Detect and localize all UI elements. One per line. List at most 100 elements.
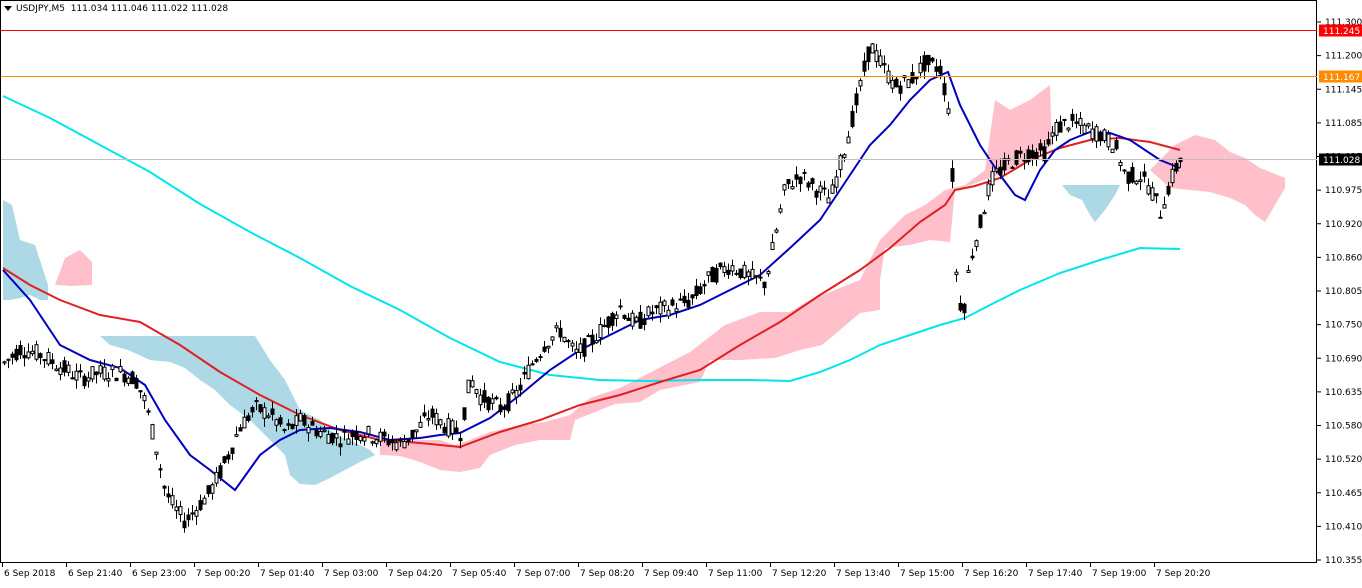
candle-body: [406, 438, 411, 442]
candle-body: [670, 299, 675, 306]
candle-body: [890, 79, 895, 89]
time-tick-label: 7 Sep 05:40: [452, 569, 507, 579]
candle-body: [1166, 185, 1171, 195]
candle-body: [1050, 132, 1055, 137]
candle-body: [1142, 171, 1147, 177]
candle-body: [570, 342, 575, 347]
candle-body: [478, 394, 483, 406]
cloud-bull-segment-1: [55, 250, 92, 286]
candle-body: [1114, 140, 1119, 150]
candle-body: [854, 93, 859, 106]
candle-body: [418, 421, 423, 428]
cloud-bear-segment-3: [1062, 185, 1120, 222]
candle-body: [1130, 167, 1135, 183]
candle-body: [318, 431, 323, 438]
candle-body: [738, 268, 743, 279]
candle-body: [86, 377, 91, 382]
candle-body: [734, 272, 739, 275]
candle-body: [166, 493, 171, 498]
candle-body: [1082, 124, 1087, 134]
candle-body: [494, 396, 499, 400]
candle-body: [258, 404, 263, 413]
candle-body: [994, 168, 999, 172]
candle-body: [490, 398, 495, 404]
candle-body: [906, 79, 911, 89]
candle-body: [946, 108, 951, 114]
candle-body: [966, 269, 971, 273]
candle-body: [986, 183, 991, 197]
candle-body: [106, 378, 111, 382]
candle-body: [534, 358, 539, 362]
candle-body: [1174, 162, 1179, 172]
time-tick-label: 7 Sep 01:40: [260, 569, 315, 579]
candle-body: [322, 429, 327, 433]
candle-body: [1022, 159, 1027, 162]
candle-body: [810, 178, 815, 185]
candle-body: [502, 406, 507, 410]
candle-body: [578, 343, 583, 353]
candle-body: [506, 393, 511, 412]
candle-body: [98, 365, 103, 374]
chart-menu-triangle-icon[interactable]: [4, 6, 12, 11]
candle-body: [1094, 126, 1099, 142]
candle-body: [558, 327, 563, 338]
candle-body: [702, 283, 707, 287]
candle-body: [338, 443, 343, 448]
candle-body: [806, 182, 811, 188]
candle-body: [690, 294, 695, 299]
candle-body: [1126, 171, 1131, 184]
candle-body: [818, 185, 823, 193]
candle-body: [410, 429, 415, 439]
candle-body: [546, 345, 551, 349]
candle-body: [358, 436, 363, 442]
candle-body: [230, 447, 235, 455]
resistance-line-price-label: 111.245: [1323, 27, 1360, 37]
price-tick-label: 110.860: [1325, 253, 1362, 263]
candle-body: [438, 419, 443, 426]
candle-body: [178, 506, 183, 516]
candle-body: [118, 366, 123, 373]
candle-body: [1154, 193, 1159, 197]
candle-body: [830, 184, 835, 194]
price-tick-label: 110.805: [1325, 287, 1362, 297]
time-tick-label: 7 Sep 13:40: [836, 569, 891, 579]
candle-body: [26, 351, 31, 359]
candle-body: [542, 346, 547, 352]
candle-body: [742, 264, 747, 279]
candle-body: [574, 348, 579, 353]
candle-body: [290, 423, 295, 429]
candle-body: [238, 427, 243, 432]
candle-body: [602, 324, 607, 327]
candle-body: [1018, 150, 1023, 154]
candle-body: [634, 316, 639, 322]
candle-body: [382, 431, 387, 437]
candle-body: [1138, 179, 1143, 182]
candle-body: [1162, 204, 1167, 209]
candle-body: [590, 334, 595, 345]
candle-body: [218, 465, 223, 478]
candle-body: [658, 301, 663, 315]
candle-body: [870, 43, 875, 54]
candle-body: [394, 442, 399, 451]
candle-body: [882, 63, 887, 66]
candle-body: [250, 407, 255, 413]
time-tick-label: 7 Sep 08:20: [580, 569, 635, 579]
candle-body: [678, 298, 683, 301]
price-tick-label: 111.200: [1325, 52, 1362, 62]
candle-body: [162, 485, 167, 489]
candle-body: [586, 335, 591, 338]
candle-body: [922, 55, 927, 72]
resistance-line-price-marker: [1319, 24, 1362, 37]
candle-body: [746, 271, 751, 277]
candle-body: [654, 305, 659, 309]
candle-body: [346, 438, 351, 445]
candle-body: [730, 265, 735, 272]
candle-body: [814, 190, 819, 198]
time-tick-label: 6 Sep 21:40: [68, 569, 123, 579]
candle-body: [30, 350, 35, 355]
candle-body: [710, 266, 715, 283]
candle-body: [1146, 185, 1151, 195]
candle-body: [522, 371, 527, 375]
